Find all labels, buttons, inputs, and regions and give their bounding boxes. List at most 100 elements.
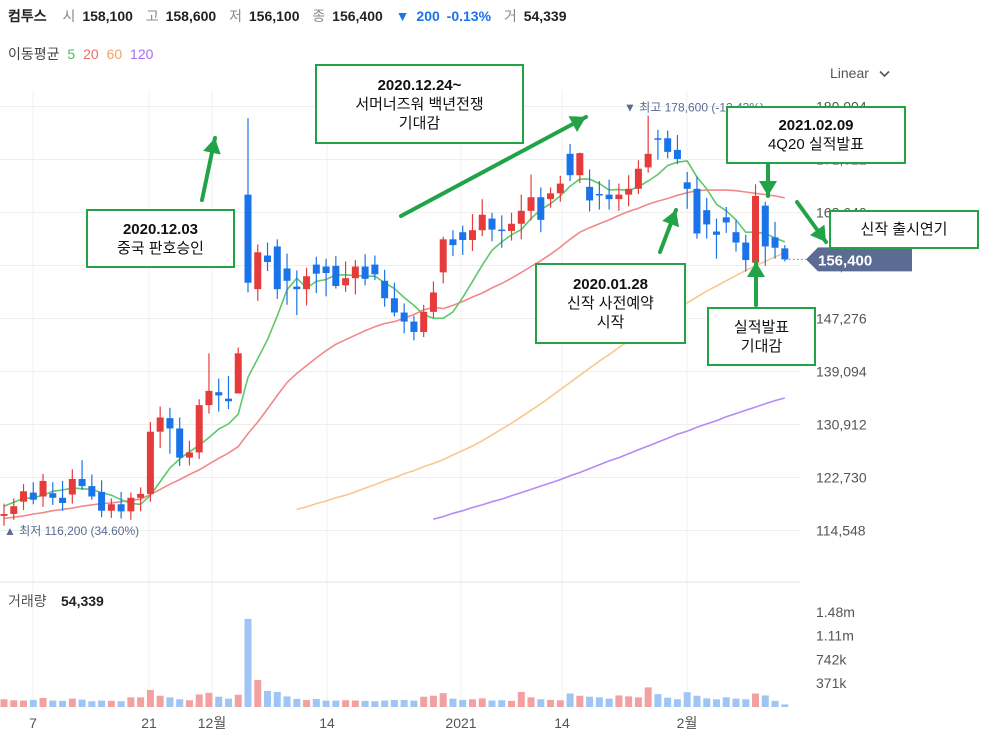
annotation-text-2: 기대감 (740, 337, 783, 355)
volume-bar (752, 693, 760, 707)
candle-body (29, 492, 37, 500)
annotation-text: 신작 사전예약 (567, 295, 654, 312)
candle-body (322, 266, 330, 274)
annotation-earnings-release: 2021.02.09 4Q20 실적발표 (726, 106, 906, 164)
volume-bar (371, 701, 379, 707)
candle-body (107, 504, 115, 511)
low-price-marker: ▲ 최저 116,200 (34.60%) (4, 524, 139, 538)
annotation-text: 신작 출시연기 (860, 221, 948, 238)
candle-body (488, 218, 496, 230)
volume-bar (98, 700, 106, 707)
candle-body (312, 264, 320, 274)
last-price-tag (806, 247, 912, 272)
volume-bar (185, 700, 193, 707)
volume-tick-label: 1.48m (816, 604, 855, 620)
candle-body (303, 276, 311, 290)
candle-body (439, 239, 447, 273)
candle-body (703, 210, 711, 225)
annotation-arrowhead (747, 262, 765, 277)
annotation-pre-registration: 2020.01.28 신작 사전예약 시작 (535, 263, 686, 344)
annotation-date: 2020.01.28 (572, 276, 649, 293)
high-low-markers: ▼ 최고 178,600 (-12.43%)▲ 최저 116,200 (34.6… (4, 101, 912, 538)
candle-body (273, 246, 281, 290)
candle-body (117, 504, 125, 512)
candle-body (98, 491, 106, 511)
moving-average-legend[interactable]: 이동평균 5 20 60 120 (8, 44, 157, 64)
candle-body (205, 390, 213, 406)
ma120-line (433, 397, 786, 520)
annotation-china-license: 2020.12.03 중국 판호승인 (86, 209, 235, 268)
annotation-date: 2021.02.09 (778, 117, 854, 134)
volume-bar (205, 692, 213, 707)
volume-bar (390, 699, 398, 707)
volume-bar (68, 698, 76, 707)
candle-body (371, 264, 379, 275)
scale-mode-dropdown[interactable]: Linear (830, 65, 890, 81)
candle-body (722, 217, 730, 223)
change-percent: -0.13% (446, 8, 492, 24)
volume-bar (332, 700, 340, 707)
annotation-text: 실적발표 (733, 318, 790, 336)
volume-bar (761, 695, 769, 707)
open-value: 158,100 (82, 8, 133, 24)
volume-bar (693, 695, 701, 707)
low-label: 저 (229, 8, 242, 24)
volume-bar (107, 700, 115, 707)
volume-bar (312, 698, 320, 707)
volume-bar (771, 700, 779, 707)
volume-bar (566, 693, 574, 707)
candle-body (39, 480, 47, 497)
volume-pane-value: 54,339 (61, 593, 104, 609)
gridlines (0, 90, 800, 708)
volume-label: 거 (503, 8, 517, 24)
high-value: 158,600 (165, 8, 217, 24)
volume-bar (303, 699, 311, 707)
volume-bar (410, 700, 418, 707)
candle-body (332, 265, 340, 286)
volume-bar (400, 699, 408, 707)
candle-body (20, 491, 28, 502)
ma5-legend: 5 (67, 46, 76, 62)
annotation-arrowhead (809, 224, 826, 242)
candle-body (752, 195, 760, 263)
volume-bar (439, 693, 447, 707)
candle-body (166, 418, 174, 429)
annotation-date: 2020.12.24~ (377, 76, 462, 94)
volume-bar (722, 697, 730, 707)
candle-body (361, 266, 369, 279)
volume-bar (488, 700, 496, 707)
annotation-text-2: 시작 (596, 314, 625, 331)
candle-body (10, 506, 18, 514)
annotation-arrow-shaft (399, 115, 588, 218)
last-price-tag-label: 156,400 (818, 252, 872, 269)
candle-body (342, 278, 350, 286)
volume-bar (712, 699, 720, 707)
volume-bar (732, 698, 740, 707)
annotation-arrowhead (759, 181, 777, 196)
candle-body (215, 392, 223, 396)
time-tick-label: 2021 (445, 715, 476, 731)
volume-bar (88, 701, 96, 707)
volume-bar (595, 697, 603, 707)
close-label: 종 (312, 8, 326, 24)
candle-body (654, 138, 662, 140)
volume-bar (615, 695, 623, 707)
candle-body (556, 183, 564, 194)
ma120-legend: 120 (130, 46, 154, 62)
volume-bar (527, 697, 535, 707)
candle-body (683, 182, 691, 189)
candle-body (673, 149, 681, 159)
volume-bar (127, 697, 135, 707)
volume-tick-label: 371k (816, 675, 847, 691)
annotation-text: 서머너즈워 백년전쟁 (355, 95, 484, 113)
candle-body (664, 138, 672, 152)
candle-body (712, 231, 720, 235)
ma60-line (296, 252, 786, 511)
candle-body (644, 153, 652, 168)
candle-body (264, 255, 272, 262)
volume-tick-label: 1.11m (816, 628, 854, 644)
volume-bar (449, 698, 457, 707)
candle-body (586, 186, 594, 201)
candle-body (537, 197, 545, 220)
